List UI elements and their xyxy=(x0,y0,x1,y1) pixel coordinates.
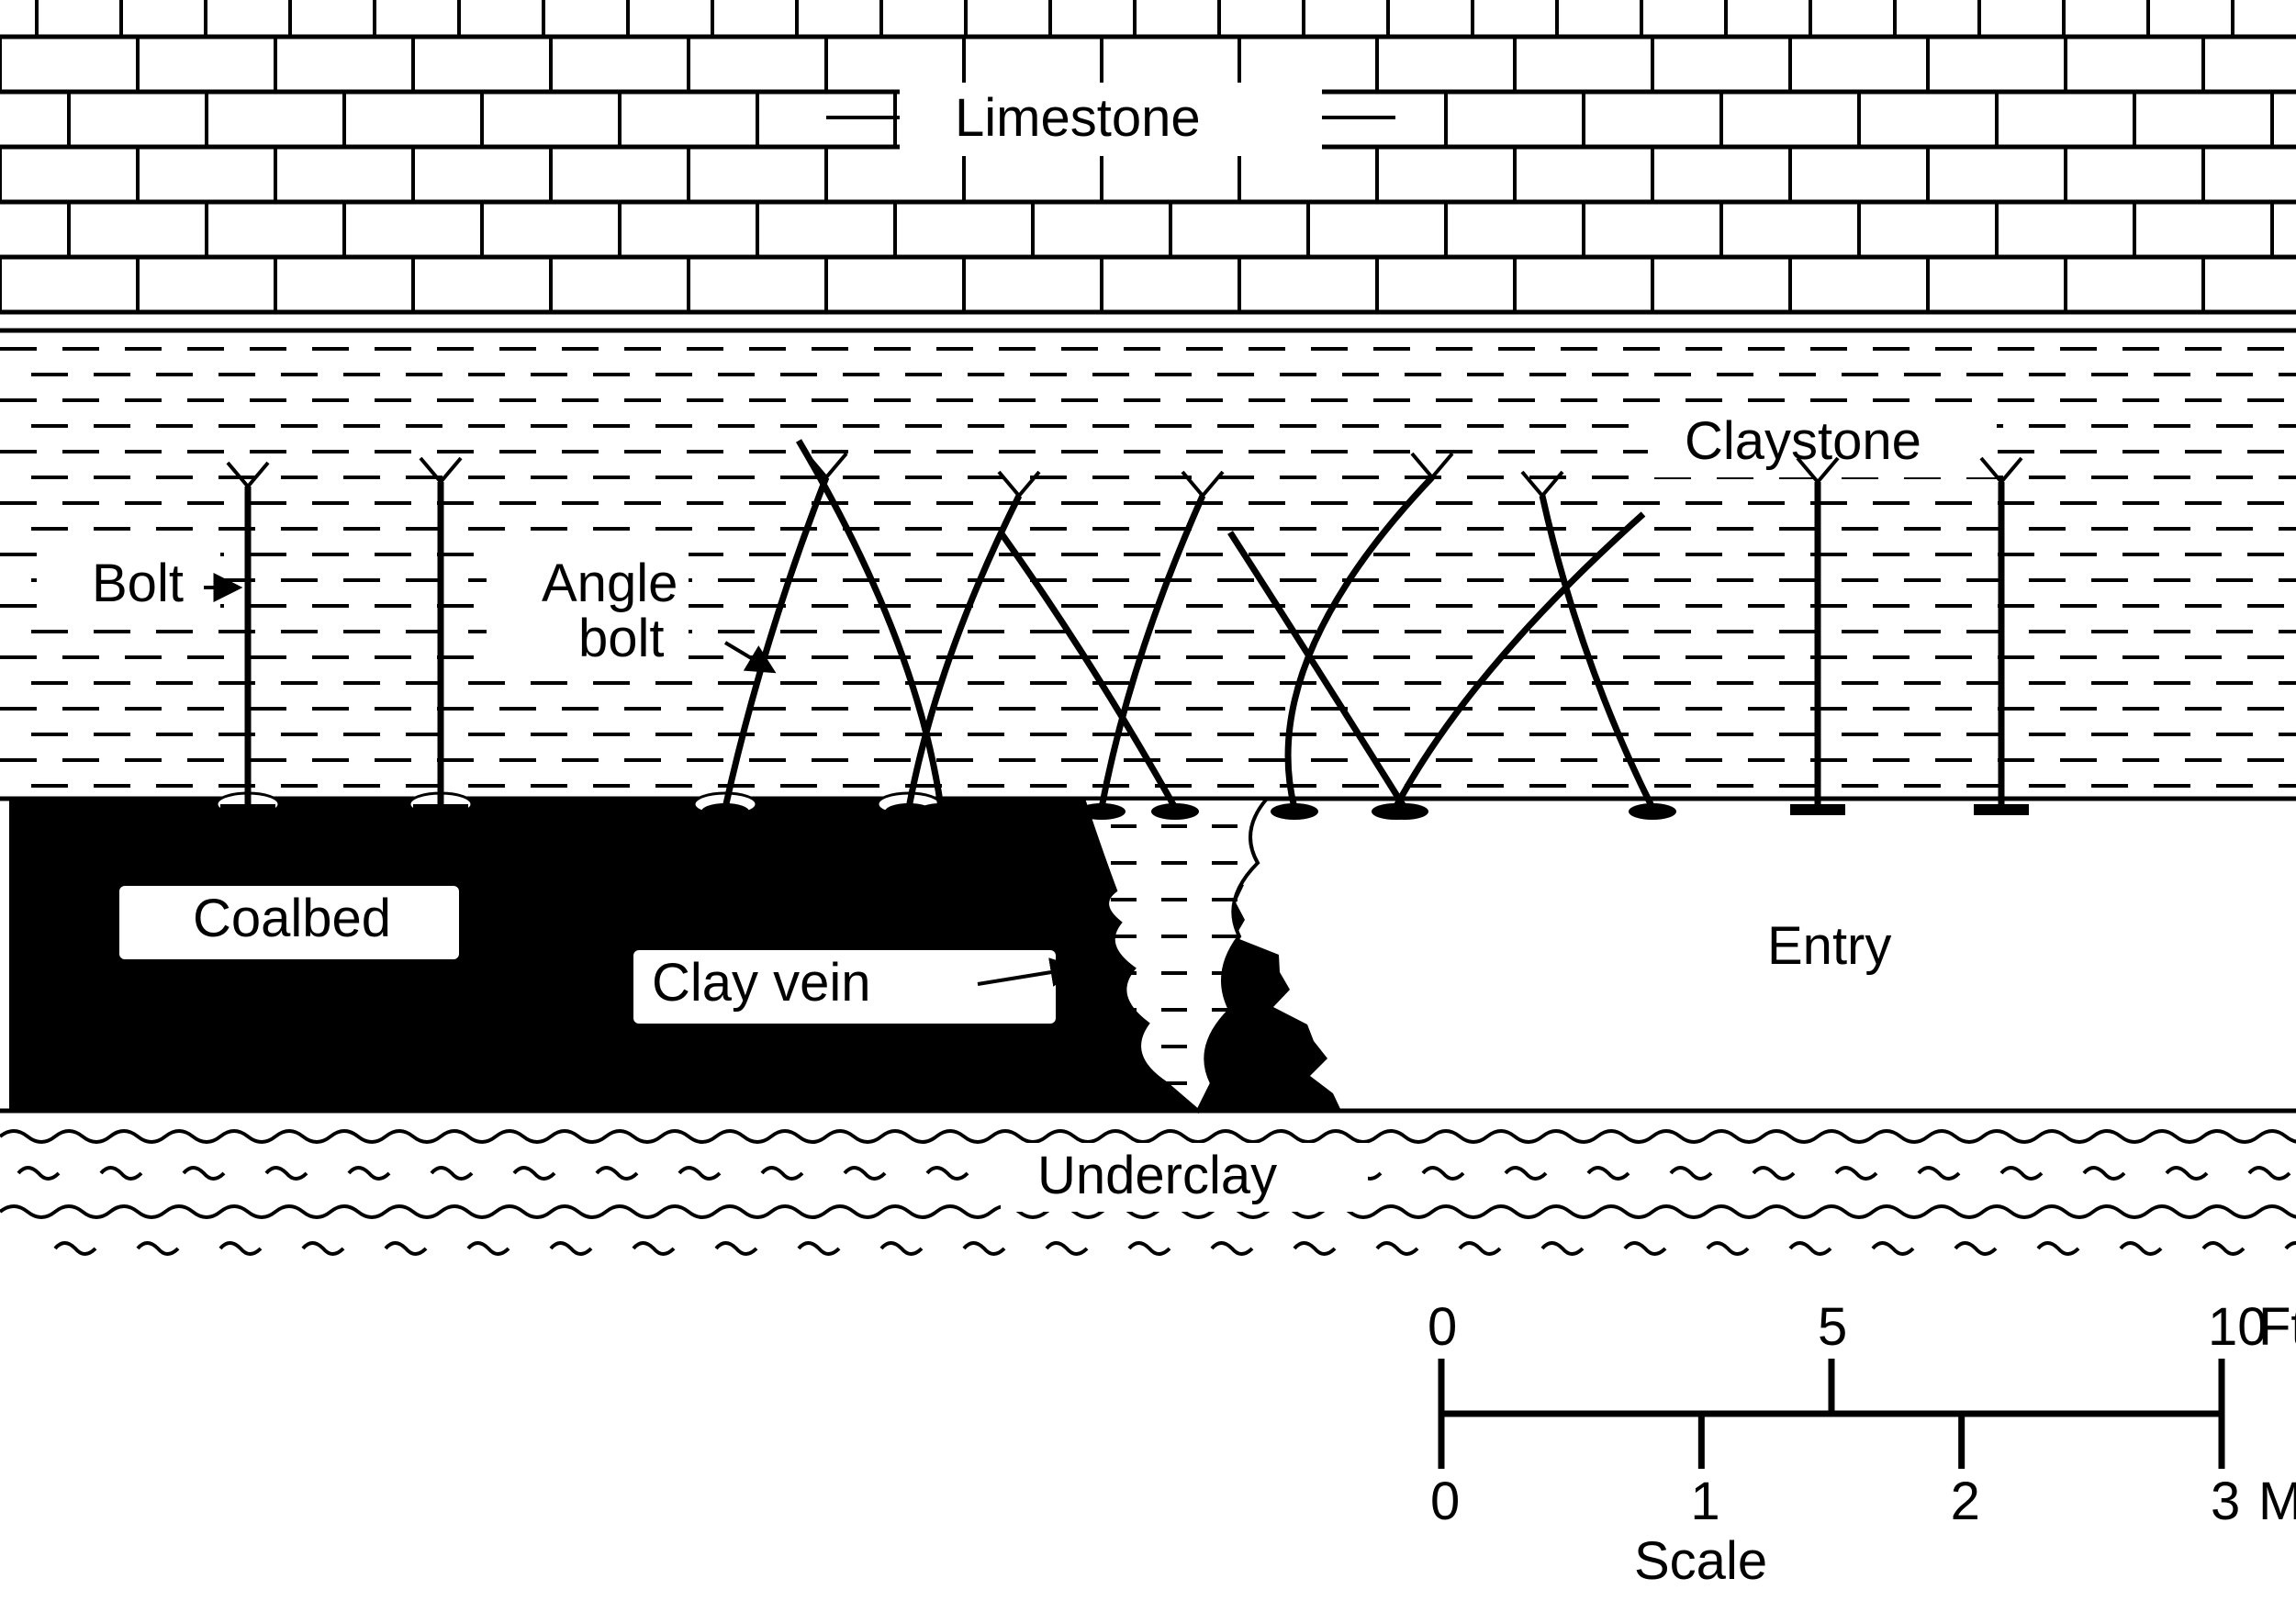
limestone-layer xyxy=(0,0,2296,312)
label-underclay: Underclay xyxy=(1037,1146,1277,1205)
scale-m-tick: 2 xyxy=(1951,1472,1980,1531)
label-claystone: Claystone xyxy=(1685,411,1921,471)
label-coalbed: Coalbed xyxy=(193,889,391,948)
label-angle-bolt-2: bolt xyxy=(578,609,665,668)
scale-m-unit: M xyxy=(2258,1472,2296,1531)
label-scale: Scale xyxy=(1634,1531,1767,1591)
label-clay-vein: Clay vein xyxy=(652,953,871,1013)
scale-m-tick: 1 xyxy=(1690,1472,1719,1531)
scale-bar xyxy=(1441,1359,2222,1469)
scale-ft-tick: 5 xyxy=(1818,1297,1847,1357)
scale-ft-unit: Ft xyxy=(2258,1297,2296,1357)
label-limestone: Limestone xyxy=(955,88,1201,148)
claystone-layer xyxy=(0,330,2296,799)
coal-entry-layer xyxy=(0,793,2296,1111)
label-bolt: Bolt xyxy=(92,554,184,613)
scale-m-tick: 0 xyxy=(1430,1472,1460,1531)
scale-m-tick: 3 xyxy=(2211,1472,2240,1531)
label-angle-bolt-1: Angle xyxy=(542,554,678,613)
label-entry: Entry xyxy=(1767,916,1891,976)
scale-ft-tick: 0 xyxy=(1428,1297,1457,1357)
